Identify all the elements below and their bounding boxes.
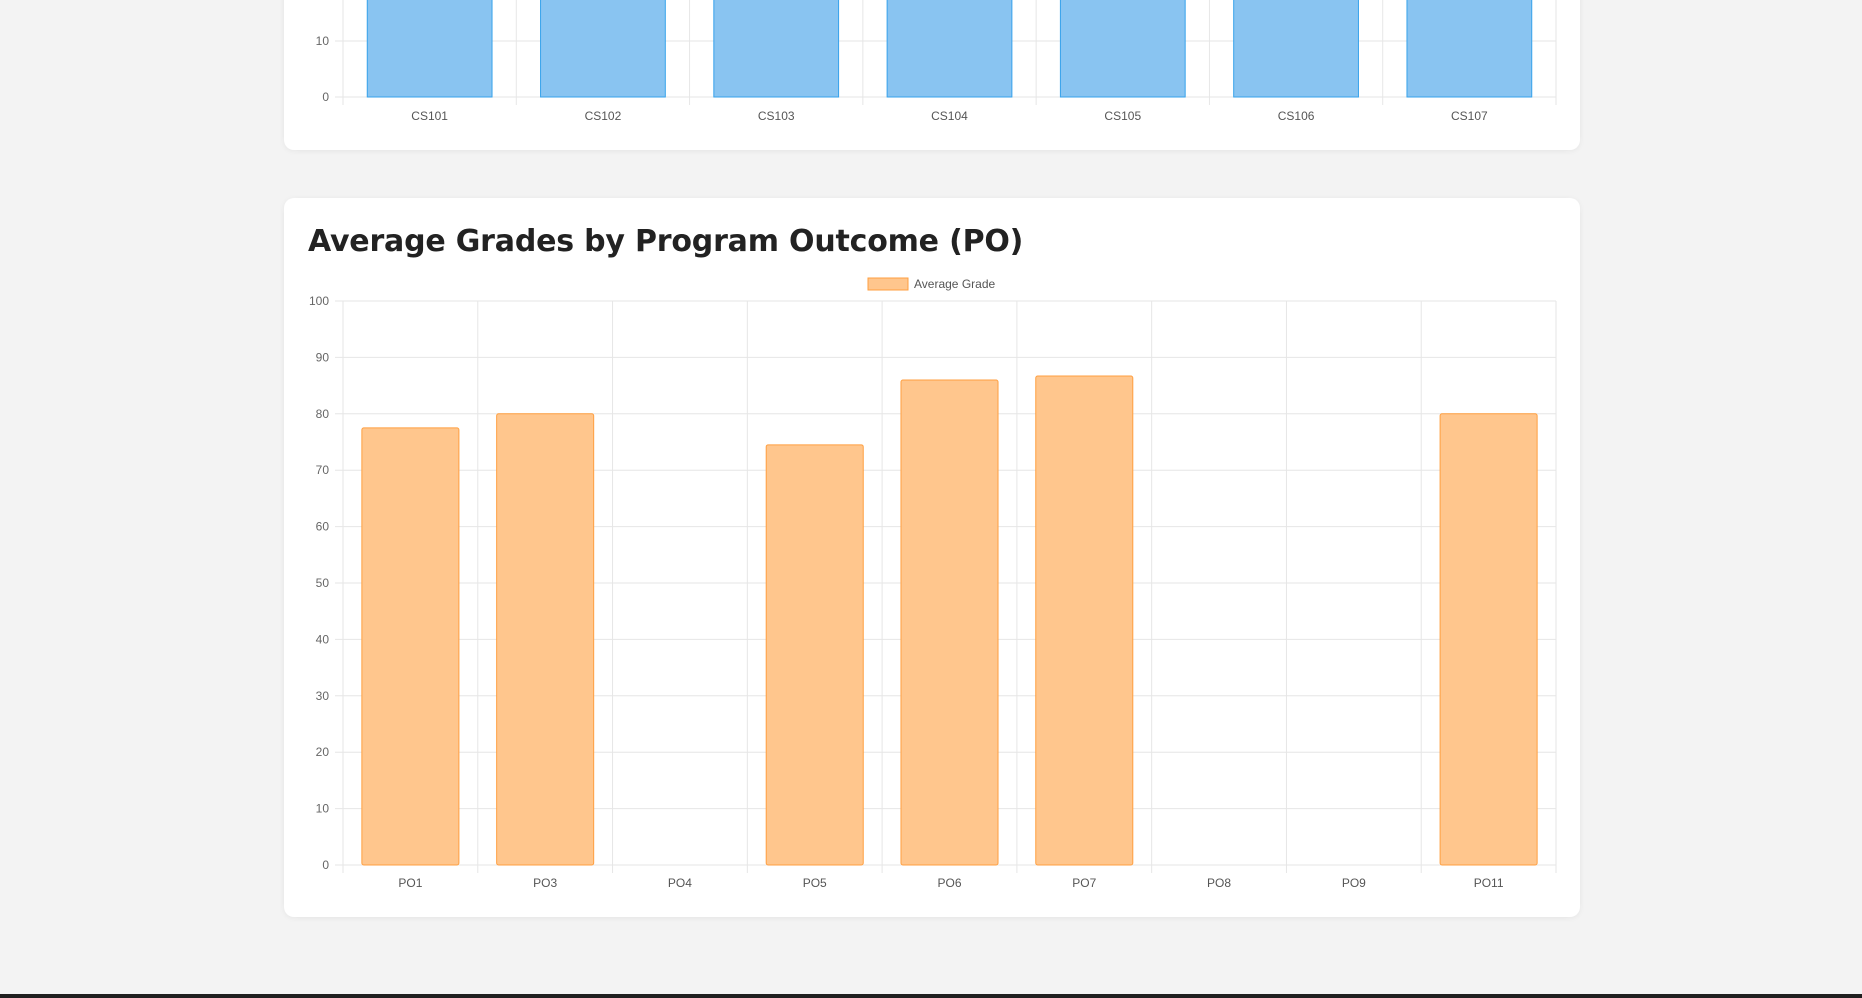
legend-label: Average Grade — [914, 277, 995, 291]
y-tick-label: 40 — [316, 632, 330, 646]
chart-title: Average Grades by Program Outcome (PO) — [308, 224, 1024, 259]
bar — [765, 444, 864, 866]
x-tick-label: CS105 — [1104, 109, 1141, 123]
x-tick-label: CS107 — [1451, 109, 1488, 123]
bar — [886, 0, 1013, 98]
po-bar-chart: Average Grade 0 10 20 30 40 50 60 70 80 90 100 PO1 PO… — [309, 277, 1557, 890]
y-tick-label: 30 — [316, 689, 330, 703]
y-tick-label: 0 — [322, 858, 329, 872]
legend: Average Grade — [867, 277, 995, 291]
bar — [900, 379, 999, 866]
y-tick-label: 10 — [316, 802, 330, 816]
footer-bar — [0, 994, 1862, 998]
x-tick-label: CS106 — [1278, 109, 1315, 123]
bar — [1406, 0, 1533, 98]
x-tick-label: PO4 — [668, 876, 692, 890]
x-tick-label: CS102 — [585, 109, 622, 123]
bar — [1233, 0, 1359, 98]
bar — [496, 413, 595, 866]
y-tick-label: 20 — [316, 745, 330, 759]
y-tick-label: 90 — [316, 350, 330, 364]
bar — [1035, 375, 1134, 866]
x-tick-label: PO6 — [937, 876, 961, 890]
x-tick-label: CS104 — [931, 109, 968, 123]
x-tick-label: PO3 — [533, 876, 557, 890]
bar — [1439, 413, 1538, 866]
y-tick-label: 100 — [309, 294, 329, 308]
x-tick-label: PO9 — [1342, 876, 1366, 890]
x-tick-label: CS101 — [411, 109, 448, 123]
x-tick-label: PO8 — [1207, 876, 1231, 890]
bar — [540, 0, 666, 98]
y-tick-label: 60 — [316, 520, 330, 534]
po-chart-card: Average Grades by Program Outcome (PO) A… — [284, 198, 1580, 917]
bar — [361, 427, 460, 866]
y-tick-label: 0 — [322, 90, 329, 104]
y-tick-label: 70 — [316, 463, 330, 477]
bar — [366, 0, 493, 98]
course-chart-card: 0 10 CS101 CS102 CS103 CS104 CS105 CS106 CS107 — [284, 0, 1580, 150]
y-tick-label: 10 — [316, 34, 330, 48]
x-tick-label: PO11 — [1474, 876, 1504, 890]
bar — [713, 0, 840, 98]
course-bar-chart: 0 10 CS101 CS102 CS103 CS104 CS105 CS106 CS107 — [316, 0, 1557, 123]
y-tick-label: 80 — [316, 407, 330, 421]
x-tick-label: PO1 — [398, 876, 422, 890]
y-tick-label: 50 — [316, 576, 330, 590]
legend-swatch — [867, 277, 909, 291]
x-tick-label: PO7 — [1072, 876, 1096, 890]
x-tick-label: PO5 — [803, 876, 827, 890]
bar — [1059, 0, 1186, 98]
x-tick-label: CS103 — [758, 109, 795, 123]
